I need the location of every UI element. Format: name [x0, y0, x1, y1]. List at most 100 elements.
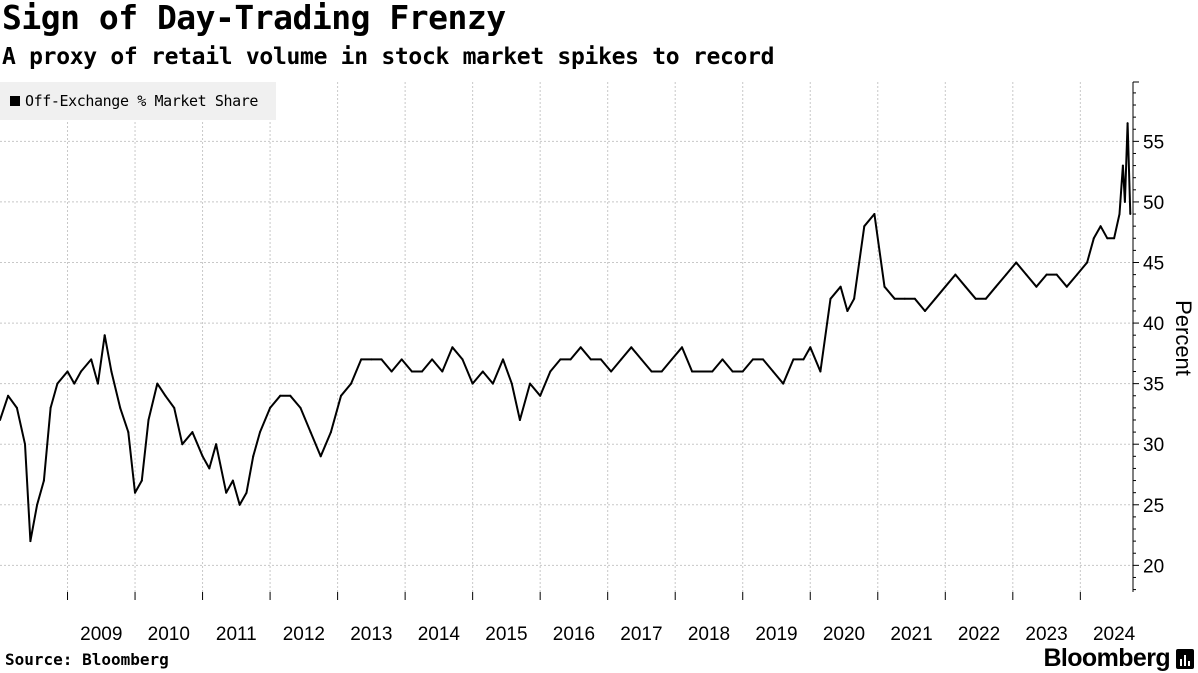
y-tick-label: 45 — [1143, 253, 1164, 274]
data-point — [510, 382, 513, 385]
data-point — [134, 491, 136, 494]
y-tick-label: 40 — [1143, 314, 1164, 335]
x-tick-label: 2017 — [620, 624, 662, 645]
bloomberg-logo: Bloomberg — [1043, 644, 1194, 673]
data-point — [15, 406, 18, 409]
data-point — [451, 346, 454, 349]
y-tick-label: 50 — [1143, 193, 1164, 214]
data-point — [173, 406, 176, 409]
data-point — [518, 419, 521, 421]
data-point — [701, 370, 704, 373]
data-point — [599, 358, 602, 361]
x-tick-label: 2023 — [1025, 624, 1067, 645]
data-point — [491, 382, 494, 385]
data-point — [731, 370, 734, 373]
data-point — [1035, 285, 1038, 288]
data-point — [164, 394, 167, 397]
x-tick-label: 2021 — [890, 624, 932, 645]
data-point — [559, 358, 562, 361]
data-point — [741, 370, 744, 373]
x-tick-label: 2020 — [823, 624, 865, 645]
data-point — [913, 297, 916, 300]
data-point — [110, 370, 113, 373]
data-point — [279, 394, 282, 397]
bar-chart-icon — [1176, 648, 1194, 669]
data-point — [245, 491, 248, 494]
y-tick-label: 20 — [1143, 556, 1164, 577]
data-point — [964, 285, 967, 288]
data-point — [201, 455, 204, 458]
x-tick-label: 2012 — [283, 624, 325, 645]
data-point — [36, 503, 39, 506]
data-point — [630, 346, 633, 349]
data-point — [1092, 237, 1095, 240]
data-point — [1076, 273, 1078, 276]
data-point — [1126, 122, 1129, 125]
x-tick-label: 2018 — [688, 624, 730, 645]
data-point — [539, 394, 542, 397]
data-point — [140, 479, 143, 482]
data-point — [589, 358, 592, 361]
data-point — [569, 358, 572, 361]
data-point — [0, 419, 1, 421]
data-point — [883, 285, 886, 288]
data-point — [994, 285, 997, 288]
y-tick-label: 55 — [1143, 132, 1164, 153]
data-point — [660, 370, 663, 373]
data-point — [119, 406, 122, 409]
data-point — [410, 370, 413, 373]
data-point — [299, 406, 302, 409]
data-point — [289, 394, 292, 397]
data-point — [1121, 164, 1124, 167]
x-tick-label: 2009 — [80, 624, 122, 645]
data-point — [863, 225, 866, 228]
data-point — [903, 297, 906, 300]
data-point — [481, 370, 484, 373]
x-tick-label: 2022 — [958, 624, 1000, 645]
x-tick-label: 2014 — [418, 624, 461, 645]
data-point — [73, 382, 76, 385]
data-point — [400, 358, 403, 361]
data-point — [670, 358, 673, 361]
data-point — [772, 370, 775, 373]
data-point — [502, 358, 504, 361]
data-point — [681, 346, 683, 349]
data-point — [792, 358, 795, 361]
y-tick-label: 25 — [1143, 496, 1164, 517]
data-point — [620, 358, 623, 361]
data-point — [471, 382, 474, 385]
data-point — [721, 358, 724, 361]
data-point — [934, 297, 937, 300]
data-point — [147, 419, 150, 421]
data-point — [360, 358, 363, 361]
legend: Off-Exchange % Market Share — [0, 82, 276, 120]
data-point — [549, 370, 552, 373]
x-tick-label: 2010 — [148, 624, 190, 645]
data-point — [24, 443, 26, 446]
y-axis-label: Percent — [1171, 300, 1196, 376]
y-tick-label: 35 — [1143, 375, 1164, 396]
data-point — [1129, 213, 1132, 215]
data-point — [711, 370, 714, 373]
data-point — [579, 346, 582, 349]
x-tick-label: 2019 — [755, 624, 797, 645]
data-point — [829, 297, 832, 300]
chart-title: Sign of Day-Trading Frenzy — [2, 0, 506, 37]
data-point — [269, 406, 272, 409]
data-point — [782, 382, 785, 385]
data-point — [103, 334, 106, 337]
data-point — [49, 406, 52, 409]
data-point — [846, 310, 849, 312]
data-point — [441, 370, 444, 373]
data-point — [370, 358, 373, 361]
data-point — [29, 540, 32, 543]
data-point — [762, 358, 764, 361]
data-point — [208, 467, 211, 470]
x-tick-label: 2013 — [350, 624, 392, 645]
data-point — [319, 455, 322, 458]
legend-swatch — [10, 96, 20, 106]
data-point — [7, 394, 10, 397]
data-point — [340, 394, 342, 397]
data-point — [751, 358, 754, 361]
data-point — [839, 285, 842, 288]
